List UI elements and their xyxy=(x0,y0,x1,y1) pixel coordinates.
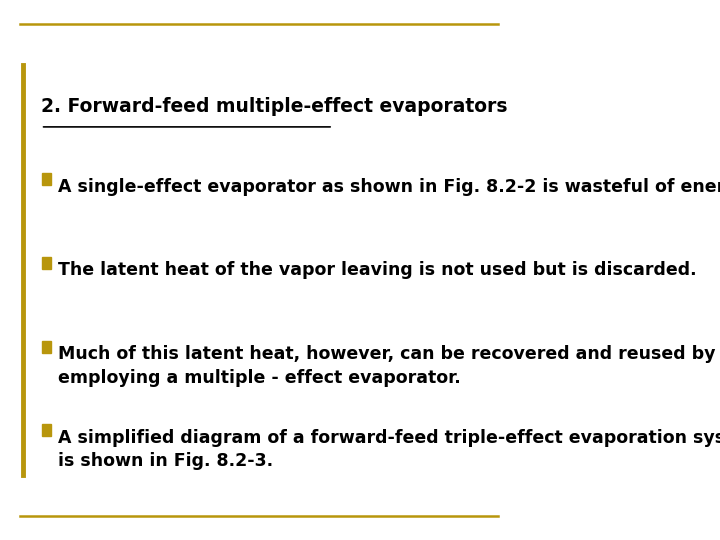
Text: A single-effect evaporator as shown in Fig. 8.2-2 is wasteful of energy.: A single-effect evaporator as shown in F… xyxy=(58,178,720,195)
Text: A simplified diagram of a forward-feed triple-effect evaporation system
is shown: A simplified diagram of a forward-feed t… xyxy=(58,429,720,470)
Bar xyxy=(42,257,51,269)
Text: The latent heat of the vapor leaving is not used but is discarded.: The latent heat of the vapor leaving is … xyxy=(58,261,697,279)
Text: 2. Forward-feed multiple-effect evaporators: 2. Forward-feed multiple-effect evaporat… xyxy=(40,97,507,116)
Bar xyxy=(42,341,51,353)
Bar xyxy=(42,424,51,436)
Bar xyxy=(42,173,51,185)
Text: Much of this latent heat, however, can be recovered and reused by
employing a mu: Much of this latent heat, however, can b… xyxy=(58,345,716,387)
